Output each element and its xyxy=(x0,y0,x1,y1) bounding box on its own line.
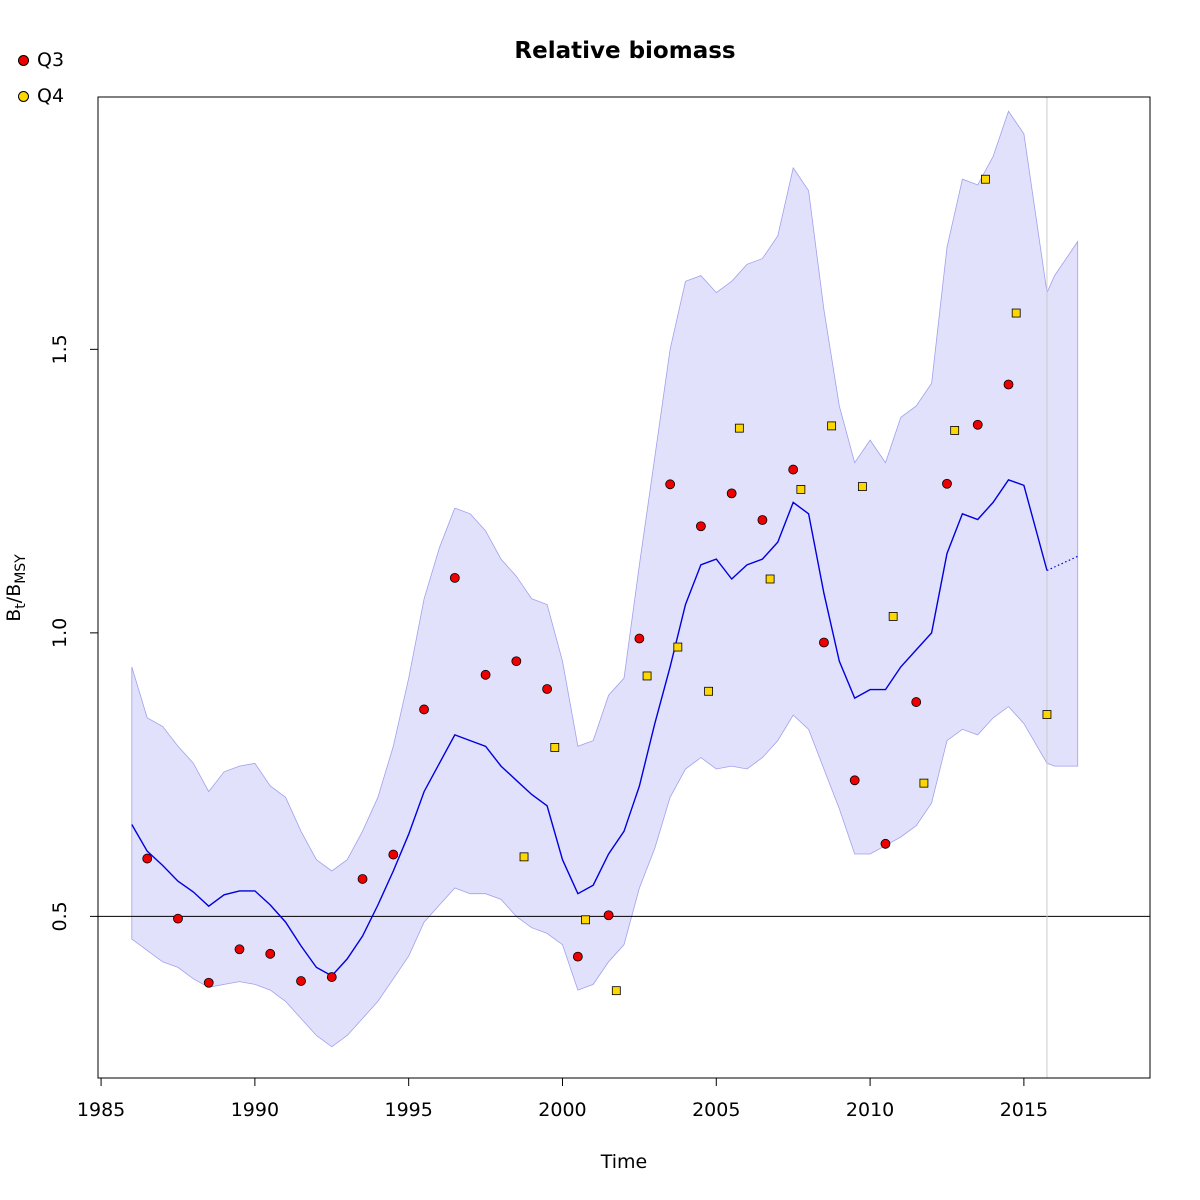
q4-point xyxy=(611,986,621,996)
legend-label-q4: Q4 xyxy=(37,85,65,107)
y-tick-label: 1.5 xyxy=(49,334,71,364)
q4-point xyxy=(950,426,960,435)
y-axis-title-sub2: MSY xyxy=(13,554,29,584)
q3-point xyxy=(911,697,922,707)
q3-point xyxy=(1003,379,1014,390)
q4-point xyxy=(673,642,683,652)
q3-point xyxy=(972,419,983,430)
q3-point xyxy=(265,948,276,959)
q3-point xyxy=(572,951,583,962)
q3-point xyxy=(819,637,829,648)
q3-point xyxy=(665,479,676,490)
y-axis-title-main: B xyxy=(3,609,25,622)
q4-point xyxy=(734,423,744,433)
q4-point xyxy=(581,915,590,925)
q4-point xyxy=(919,778,929,788)
x-tick-label: 2000 xyxy=(538,1099,586,1121)
legend-label-q3: Q3 xyxy=(37,49,65,71)
y-tick-label: 0.5 xyxy=(49,901,71,931)
q3-point xyxy=(603,910,614,921)
q3-point xyxy=(942,478,952,489)
q3-point xyxy=(142,853,153,864)
q4-point xyxy=(888,612,898,621)
x-axis: 1985 1990 1995 2000 2005 2010 2015 xyxy=(77,1077,1048,1121)
q4-point xyxy=(1042,710,1052,719)
x-axis-title: Time xyxy=(600,1151,648,1173)
q4-point xyxy=(642,671,652,681)
x-tick-label: 2005 xyxy=(692,1099,740,1121)
y-axis-title-sub1: t xyxy=(13,603,29,609)
y-axis-title: Bt/BMSY xyxy=(3,554,29,622)
x-tick-label: 1990 xyxy=(231,1099,279,1121)
q3-point xyxy=(234,944,245,955)
x-tick-label: 1995 xyxy=(384,1099,432,1121)
estimate-line-layer xyxy=(98,97,1150,1078)
chart-title: Relative biomass xyxy=(514,38,735,64)
index-point-layer xyxy=(142,174,1052,996)
confidence-band-layer xyxy=(131,110,1079,1048)
q3-point xyxy=(480,669,491,680)
y-tick-label: 1.0 xyxy=(49,618,71,648)
q3-point xyxy=(203,977,214,988)
q3-point xyxy=(696,521,706,532)
q3-point xyxy=(173,913,183,924)
q3-point xyxy=(449,572,460,583)
q3-point xyxy=(542,684,552,694)
x-tick-label: 2010 xyxy=(846,1099,894,1121)
q4-point xyxy=(519,852,529,862)
q3-point xyxy=(511,656,522,667)
q4-point xyxy=(704,686,713,696)
confidence-band xyxy=(131,110,1079,1048)
q3-point xyxy=(880,838,891,849)
forecast-line xyxy=(1046,555,1078,572)
q3-point xyxy=(634,633,645,644)
q3-point xyxy=(726,488,737,499)
y-axis: 0.5 1.0 1.5 xyxy=(49,334,99,931)
q3-point xyxy=(757,515,768,525)
q3-point xyxy=(419,704,429,715)
q4-point xyxy=(981,174,990,184)
y-axis-title-sep: /B xyxy=(3,584,25,603)
q3-point xyxy=(296,976,306,986)
legend: Q3 Q4 xyxy=(18,36,64,120)
q3-point xyxy=(849,775,860,786)
q3-point xyxy=(788,464,799,475)
q4-point xyxy=(827,421,837,431)
estimate-line xyxy=(131,478,1048,977)
q4-point xyxy=(765,574,775,584)
q4-point xyxy=(1011,308,1021,318)
legend-item-q4: Q4 xyxy=(18,72,64,120)
q4-point xyxy=(796,484,806,494)
q4-point xyxy=(550,743,560,752)
x-tick-label: 2015 xyxy=(1000,1099,1048,1121)
q3-point xyxy=(357,874,368,884)
legend-marker-q4 xyxy=(18,90,29,102)
legend-item-q3: Q3 xyxy=(18,36,64,84)
q3-point xyxy=(388,849,399,860)
legend-marker-q3 xyxy=(18,54,29,66)
x-tick-label: 1985 xyxy=(77,1099,125,1121)
q4-point xyxy=(857,482,867,491)
q3-point xyxy=(326,972,337,982)
